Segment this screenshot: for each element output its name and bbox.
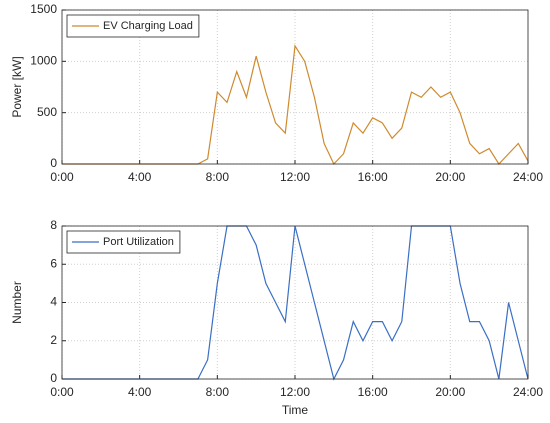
x-tick-label: 0:00	[50, 385, 74, 399]
plot-frame	[61, 225, 529, 380]
y-tick-label: 0	[50, 156, 57, 170]
y-tick-label: 2	[50, 333, 57, 347]
legend-label: EV Charging Load	[103, 20, 193, 32]
x-tick-label: 8:00	[206, 385, 230, 399]
y-tick-label: 500	[37, 105, 57, 119]
x-tick-label: 4:00	[128, 385, 152, 399]
y-tick-label: 8	[50, 218, 57, 232]
x-tick-label: 20:00	[435, 385, 465, 399]
y-tick-label: 1000	[30, 54, 57, 68]
y-axis-label: Number	[10, 281, 24, 324]
y-tick-label: 4	[50, 295, 57, 309]
y-tick-label: 0	[50, 371, 57, 385]
y-tick-label: 1500	[30, 2, 57, 16]
x-tick-label: 12:00	[280, 385, 310, 399]
y-tick-label: 6	[50, 256, 57, 270]
x-tick-label: 8:00	[206, 170, 230, 184]
y-axis-label: Power [kW]	[10, 56, 24, 117]
x-tick-label: 16:00	[358, 385, 388, 399]
legend-box	[66, 14, 200, 38]
plot-frame	[61, 9, 529, 165]
x-tick-label: 12:00	[280, 170, 310, 184]
legend-label: Port Utilization	[103, 236, 174, 248]
x-axis-label: Time	[282, 403, 309, 417]
x-tick-label: 24:00	[513, 385, 543, 399]
legend-box	[66, 230, 181, 254]
x-tick-label: 4:00	[128, 170, 152, 184]
x-tick-label: 16:00	[358, 170, 388, 184]
x-tick-label: 20:00	[435, 170, 465, 184]
x-tick-label: 24:00	[513, 170, 543, 184]
x-tick-label: 0:00	[50, 170, 74, 184]
